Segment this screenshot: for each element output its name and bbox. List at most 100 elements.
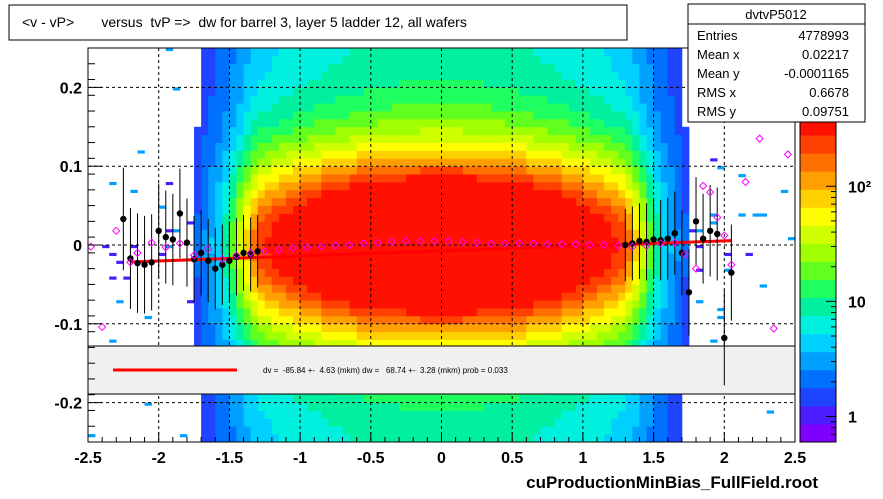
heatmap-cell xyxy=(201,71,209,80)
heatmap-cell xyxy=(568,197,577,206)
heatmap-cell xyxy=(604,229,612,238)
heatmap-cell xyxy=(420,126,428,136)
heatmap-cell xyxy=(483,205,492,214)
heatmap-cell xyxy=(399,268,407,277)
heatmap-cell xyxy=(674,268,683,277)
heatmap-cell xyxy=(660,103,669,112)
heatmap-cell xyxy=(384,339,393,348)
heatmap-cell xyxy=(370,237,379,246)
heatmap-cell xyxy=(561,111,570,120)
heatmap-cell xyxy=(632,252,640,262)
heatmap-cell xyxy=(653,79,662,88)
heatmap-cell xyxy=(413,48,421,57)
heatmap-cell xyxy=(476,268,485,277)
heatmap-cell xyxy=(611,331,619,340)
heatmap-cell xyxy=(285,331,294,340)
heatmap-cell xyxy=(370,189,379,199)
heatmap-cell xyxy=(547,103,556,112)
heatmap-cell xyxy=(250,221,259,230)
heatmap-cell xyxy=(349,181,358,191)
heatmap-cell xyxy=(554,268,563,277)
heatmap-cell xyxy=(448,252,457,262)
heatmap-cell xyxy=(632,150,640,159)
heatmap-cell xyxy=(392,339,400,348)
heatmap-cell xyxy=(406,300,414,309)
heatmap-cell xyxy=(604,434,612,442)
heatmap-cell xyxy=(660,213,669,222)
heatmap-cell xyxy=(455,197,464,206)
heatmap-cell xyxy=(434,150,442,159)
heatmap-cell xyxy=(349,213,358,222)
heatmap-cell xyxy=(406,63,414,73)
heatmap-cell xyxy=(639,394,647,403)
heatmap-cell xyxy=(476,308,485,317)
heatmap-cell xyxy=(696,300,704,304)
heatmap-cell xyxy=(406,221,414,230)
heatmap-cell xyxy=(293,229,301,238)
heatmap-cell xyxy=(342,158,350,167)
heatmap-cell xyxy=(349,410,358,419)
heatmap-cell xyxy=(505,300,513,309)
heatmap-cell xyxy=(490,331,499,340)
heatmap-cell xyxy=(370,134,379,143)
heatmap-cell xyxy=(533,426,541,435)
heatmap-cell xyxy=(349,126,358,136)
heatmap-cell xyxy=(469,434,478,442)
heatmap-cell xyxy=(533,339,541,348)
heatmap-cell xyxy=(243,87,252,96)
heatmap-cell xyxy=(208,237,216,246)
heatmap-cell xyxy=(335,315,343,325)
heatmap-cell xyxy=(660,79,669,88)
heatmap-cell xyxy=(575,339,584,348)
colorbar-band xyxy=(800,135,836,154)
heatmap-cell xyxy=(469,410,478,419)
heatmap-cell xyxy=(413,284,421,293)
heatmap-cell xyxy=(384,268,393,277)
black-point xyxy=(120,215,127,223)
heatmap-cell xyxy=(356,71,365,80)
black-point xyxy=(233,253,240,261)
heatmap-cell xyxy=(314,394,322,403)
heatmap-cell xyxy=(243,166,252,175)
heatmap-cell xyxy=(236,103,244,112)
heatmap-cell xyxy=(505,118,513,128)
heatmap-cell xyxy=(406,292,414,301)
heatmap-cell xyxy=(568,55,577,65)
heatmap-cell xyxy=(476,402,485,411)
heatmap-cell xyxy=(109,181,117,186)
heatmap-cell xyxy=(483,166,492,175)
heatmap-cell xyxy=(328,181,336,191)
heatmap-cell xyxy=(342,245,350,254)
heatmap-cell xyxy=(547,197,556,206)
heatmap-cell xyxy=(554,134,563,143)
heatmap-cell xyxy=(618,418,626,427)
heatmap-cell xyxy=(724,268,732,272)
heatmap-cell xyxy=(505,331,513,340)
heatmap-cell xyxy=(540,323,548,333)
heatmap-cell xyxy=(377,189,386,199)
heatmap-cell xyxy=(611,205,619,214)
heatmap-cell xyxy=(667,87,676,96)
heatmap-cell xyxy=(639,308,647,317)
heatmap-cell xyxy=(179,434,188,438)
heatmap-cell xyxy=(406,323,414,333)
heatmap-cell xyxy=(618,166,626,175)
heatmap-cell xyxy=(285,142,294,151)
heatmap-cell xyxy=(582,95,591,104)
heatmap-cell xyxy=(335,252,343,262)
heatmap-cell xyxy=(681,300,690,309)
heatmap-cell xyxy=(363,55,372,65)
heatmap-cell xyxy=(575,229,584,238)
heatmap-cell xyxy=(356,402,365,411)
heatmap-cell xyxy=(342,189,350,199)
heatmap-cell xyxy=(611,48,619,57)
heatmap-cell xyxy=(667,434,676,442)
heatmap-cell xyxy=(335,434,343,442)
heatmap-cell xyxy=(441,95,449,104)
heatmap-cell xyxy=(399,166,407,175)
heatmap-cell xyxy=(434,252,442,262)
heatmap-cell xyxy=(554,189,563,199)
heatmap-cell xyxy=(582,111,591,120)
heatmap-cell xyxy=(278,292,287,301)
heatmap-cell xyxy=(674,126,683,136)
